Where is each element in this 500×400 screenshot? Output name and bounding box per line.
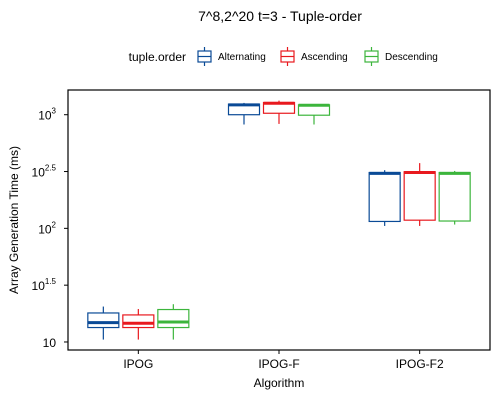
y-axis: 10 101.5 102 102.5 103 [32,107,68,350]
box-iqr [157,308,190,329]
y-tick-label-1: 101.5 [32,277,57,293]
y-tick-label-4: 103 [38,107,56,123]
legend-label: Alternating [218,52,266,63]
legend-label: Descending [385,52,438,63]
y-tick-label-2: 102 [38,220,56,236]
y-axis-label: Array Generation Time (ms) [7,146,21,294]
box-iqr [438,171,471,222]
legend-label: Ascending [301,52,348,63]
y-tick-label-0: 10 [43,336,57,350]
box-alternating-ipog-f [227,102,261,125]
box-ascending-ipog-f2 [403,163,436,226]
x-tick-label-ipog-f: IPOG-F [258,357,299,371]
box-iqr [368,171,401,223]
legend-item-descending: Descending [364,47,438,66]
box-ascending-ipog-f [262,100,296,124]
boxplot-marks [87,100,471,340]
box-iqr [87,312,120,329]
box-descending-ipog [157,304,190,340]
box-iqr [403,171,436,221]
y-tick-label-3: 102.5 [32,164,57,180]
x-axis: IPOG IPOG-F IPOG-F2 [123,350,444,371]
x-tick-label-ipog: IPOG [123,357,153,371]
legend-title: tuple.order [129,50,186,64]
box-descending-ipog-f2 [438,170,471,225]
legend-item-ascending: Ascending [280,47,348,66]
legend-item-alternating: Alternating [197,47,266,66]
chart-title: 7^8,2^20 t=3 - Tuple-order [198,8,362,24]
box-alternating-ipog-f2 [368,170,401,226]
box-descending-ipog-f [297,103,331,125]
box-iqr [122,314,155,329]
x-tick-label-ipog-f2: IPOG-F2 [396,357,444,371]
box-alternating-ipog [87,306,120,340]
box-ascending-ipog [122,309,155,340]
legend: tuple.order Alternating Ascending Descendi… [129,47,438,66]
x-axis-label: Algorithm [254,376,305,390]
